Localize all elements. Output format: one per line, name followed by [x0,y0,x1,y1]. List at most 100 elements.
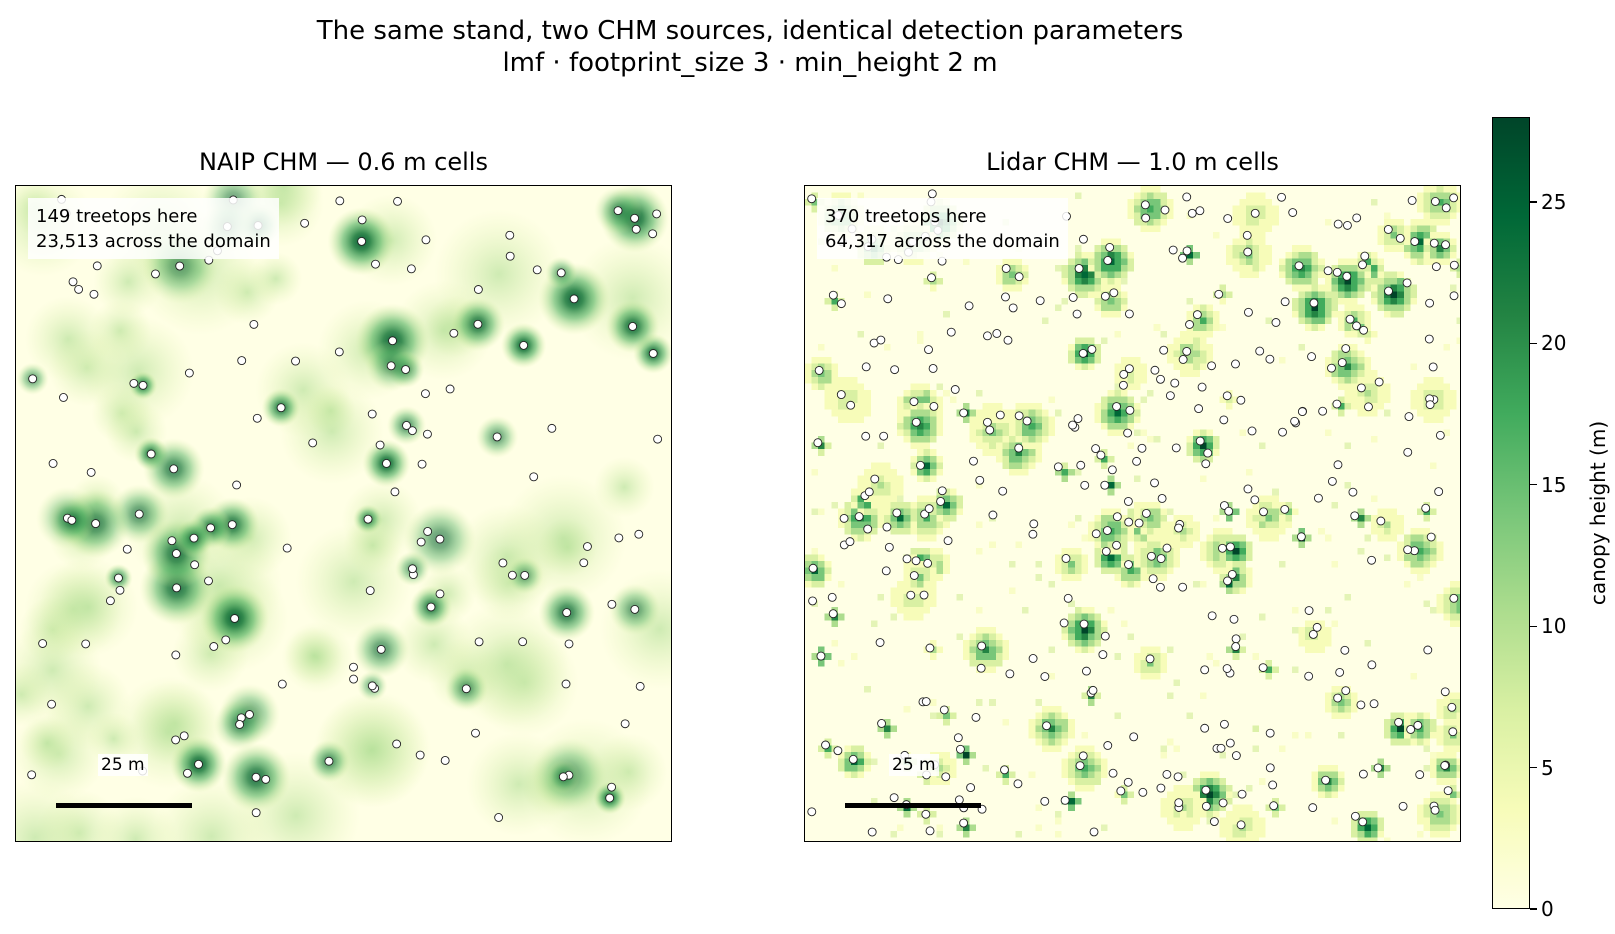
treetop-marker [1425,400,1435,410]
canopy-cell [1259,264,1266,272]
treetop-marker [1341,686,1351,696]
canopy-cell [1186,811,1194,818]
naip-chm-raster [16,186,671,841]
canopy-cell [1002,429,1009,437]
canopy-cell [1443,587,1450,594]
canopy-cell [1212,561,1220,568]
treetop-marker [1383,225,1393,234]
lidar-scalebar-label: 25 m [889,754,939,776]
canopy-cell [1410,738,1417,746]
canopy-cell [1449,389,1457,397]
canopy-cell [1443,607,1450,614]
treetop-marker [114,573,123,583]
canopy-cell [1351,330,1358,338]
canopy-cell [923,429,931,437]
lidar-domain-count: 64,317 across the domain [825,231,1060,252]
canopy-cell [1226,534,1233,542]
canopy-cell [1120,521,1128,529]
canopy-cell [1153,534,1161,542]
canopy-cell [1397,528,1404,535]
canopy-cell [1193,330,1200,338]
canopy-cell [1133,192,1141,200]
canopy-cell [1055,705,1062,713]
canopy-cell [923,574,931,581]
canopy-cell [1436,205,1444,213]
canopy-cell [1357,547,1365,555]
canopy-cell [995,653,1003,660]
canopy-cell [1199,350,1207,358]
canopy-cell [995,436,1003,443]
canopy-cell [857,534,865,542]
canopy-cell [1430,389,1437,397]
canopy-cell [1114,304,1121,312]
canopy-cell [923,817,931,825]
canopy-cell [1265,205,1273,213]
canopy-cell [1186,436,1194,443]
canopy-cell [1193,304,1200,312]
canopy-cell [1305,640,1312,647]
canopy-cell [903,258,911,265]
canopy-cell [1370,837,1378,841]
canopy-cell [1456,607,1460,614]
canopy-cell [1002,640,1009,647]
canopy-cell [1114,311,1121,318]
canopy-cell [1278,804,1286,812]
canopy-cell [1449,817,1457,825]
canopy-cell [989,699,996,706]
canopy-cell [877,468,884,476]
canopy-cell [877,462,884,469]
treetop-marker [1160,205,1170,215]
canopy-cell [1133,376,1141,384]
treetop-marker [848,754,858,764]
canopy-cell [1449,692,1457,700]
canopy-cell [1377,238,1385,246]
canopy-cell [1259,245,1266,252]
canopy-cell [1180,330,1187,338]
treetop-marker [1119,369,1129,379]
canopy-cell [1436,416,1444,423]
canopy-cell [1015,455,1023,463]
canopy-cell [1344,376,1352,384]
treetop-marker [828,609,838,619]
treetop-marker [498,558,508,568]
canopy-cell [1364,278,1371,285]
canopy-cell [1193,791,1200,798]
canopy-cell [824,567,832,575]
canopy-cell [976,482,983,489]
canopy-cell [1002,646,1009,654]
treetop-marker [1207,611,1217,621]
canopy-cell [903,613,911,621]
canopy-cell [1443,593,1450,601]
canopy-cell [1160,521,1167,529]
canopy-cell [1081,633,1088,641]
treetop-marker [909,571,919,580]
canopy-cell [1370,383,1378,390]
canopy-cell [1160,666,1167,673]
treetop-marker [1013,779,1023,789]
canopy-cell [883,495,891,502]
treetop-marker [1075,761,1085,771]
canopy-cell [1120,363,1128,371]
canopy-cell [936,771,944,779]
canopy-cell [1423,245,1431,252]
canopy-cell [1140,561,1148,568]
treetop-marker [1333,460,1343,470]
canopy-cell [1436,396,1444,404]
canopy-cell [962,758,970,766]
canopy-cell [923,534,931,542]
canopy-cell [1357,521,1365,529]
canopy-cell [1193,455,1200,463]
canopy-patch [279,379,385,485]
canopy-cell [1239,212,1246,219]
canopy-cell [910,403,917,410]
canopy-cell [1206,324,1213,331]
canopy-cell [877,514,884,522]
canopy-cell [976,442,983,450]
canopy-cell [1357,811,1365,818]
canopy-cell [805,199,812,206]
canopy-cell [1055,554,1062,562]
treetop-marker [1201,459,1211,469]
canopy-cell [1252,225,1260,233]
canopy-cell [864,258,871,265]
canopy-cell [1081,291,1088,298]
